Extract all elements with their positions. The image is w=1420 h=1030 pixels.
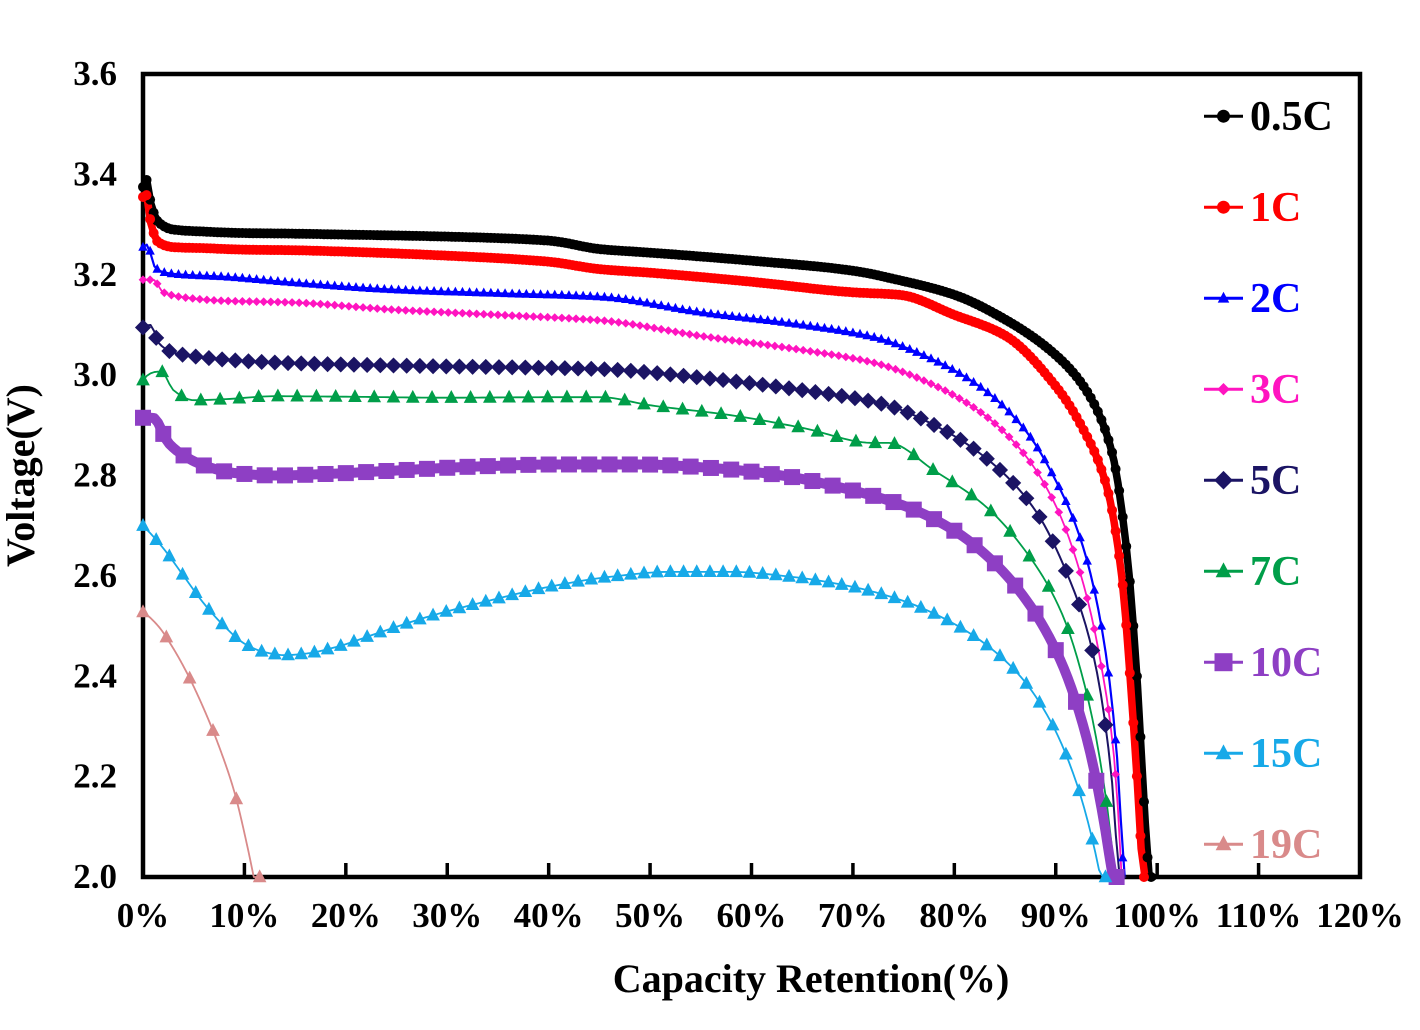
svg-text:15C: 15C — [1250, 731, 1322, 777]
svg-text:1C: 1C — [1250, 185, 1301, 231]
svg-text:70%: 70% — [818, 896, 888, 935]
svg-text:30%: 30% — [412, 896, 482, 935]
svg-text:0%: 0% — [117, 896, 170, 935]
svg-text:110%: 110% — [1216, 896, 1302, 935]
svg-text:80%: 80% — [919, 896, 989, 935]
svg-text:10C: 10C — [1250, 640, 1322, 686]
svg-text:2C: 2C — [1250, 276, 1301, 322]
svg-text:2.2: 2.2 — [73, 757, 117, 796]
svg-text:7C: 7C — [1250, 549, 1301, 595]
svg-text:120%: 120% — [1316, 896, 1404, 935]
svg-text:19C: 19C — [1250, 822, 1322, 868]
svg-text:100%: 100% — [1113, 896, 1201, 935]
svg-text:20%: 20% — [311, 896, 381, 935]
svg-text:3C: 3C — [1250, 367, 1301, 413]
svg-text:3.6: 3.6 — [73, 54, 117, 93]
svg-text:2.4: 2.4 — [73, 656, 117, 695]
svg-text:90%: 90% — [1021, 896, 1091, 935]
svg-text:3.4: 3.4 — [73, 154, 117, 193]
svg-text:2.6: 2.6 — [73, 556, 117, 595]
svg-text:5C: 5C — [1250, 458, 1301, 504]
svg-text:Voltage(V): Voltage(V) — [0, 384, 43, 567]
svg-text:50%: 50% — [615, 896, 685, 935]
svg-text:40%: 40% — [514, 896, 584, 935]
svg-text:10%: 10% — [209, 896, 279, 935]
svg-text:60%: 60% — [717, 896, 787, 935]
svg-text:Capacity Retention(%): Capacity Retention(%) — [613, 956, 1010, 1001]
svg-text:3.2: 3.2 — [73, 255, 117, 294]
svg-text:2.0: 2.0 — [73, 857, 117, 896]
svg-text:3.0: 3.0 — [73, 355, 117, 394]
svg-text:2.8: 2.8 — [73, 456, 117, 495]
svg-text:0.5C: 0.5C — [1250, 94, 1333, 140]
